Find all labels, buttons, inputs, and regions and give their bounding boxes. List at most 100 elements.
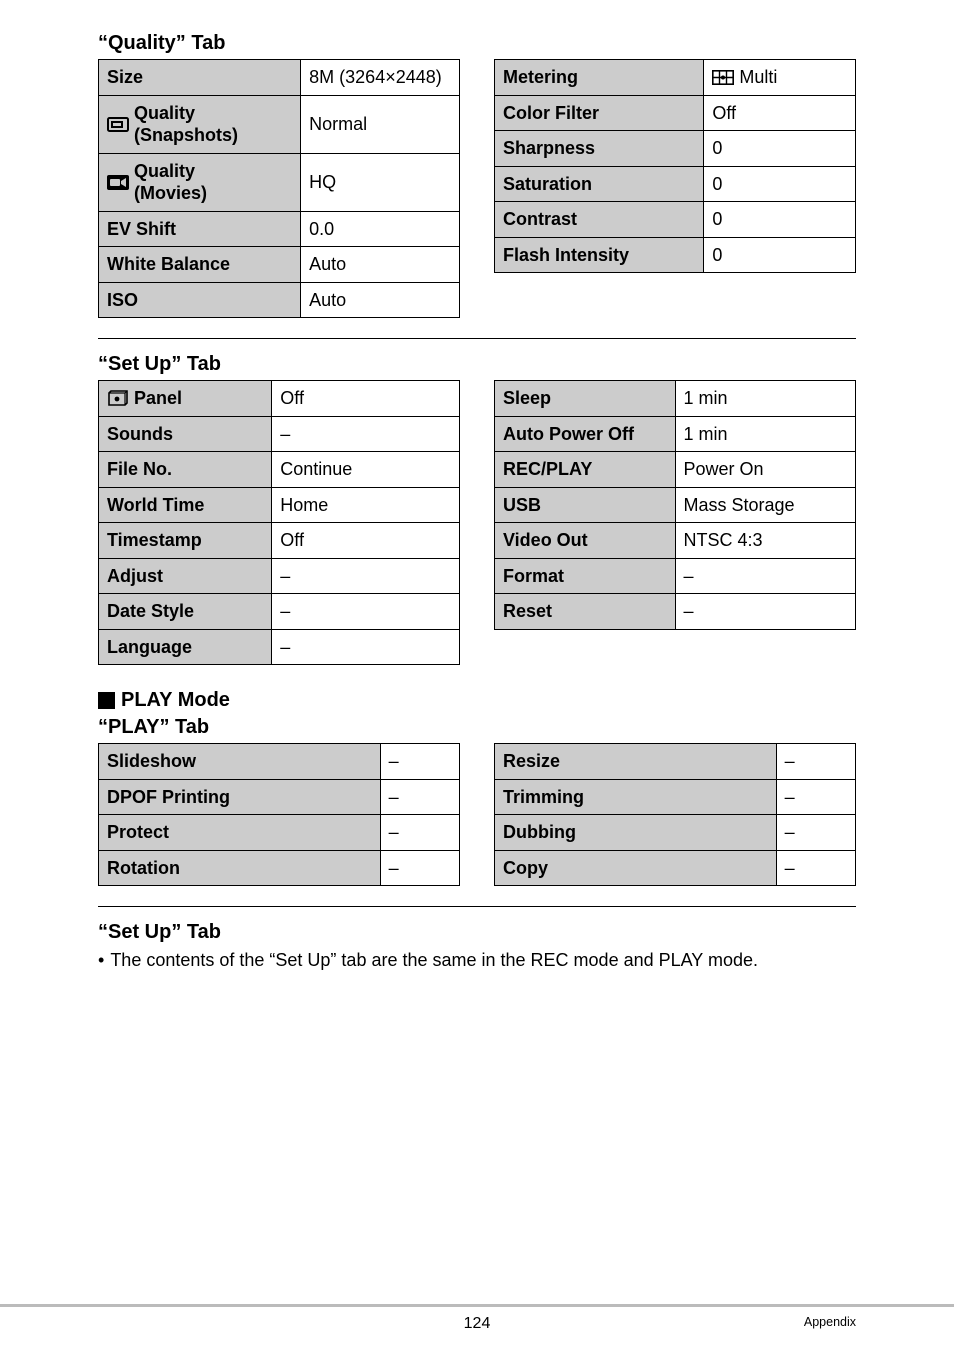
- heading-quality-tab: “Quality” Tab: [98, 32, 856, 55]
- divider: [98, 338, 856, 339]
- heading-setup-tab: “Set Up” Tab: [98, 353, 856, 376]
- cell-label: File No.: [99, 452, 272, 488]
- cell-value: Multi: [704, 60, 856, 96]
- play-tables-row: Slideshow – DPOF Printing – Protect – Ro…: [98, 743, 856, 886]
- cell-label: ISO: [99, 282, 301, 318]
- cell-label: Resize: [495, 744, 777, 780]
- cell-value: 0: [704, 166, 856, 202]
- heading-play-mode-row: PLAY Mode: [98, 689, 856, 712]
- cell-value: Auto: [301, 247, 460, 283]
- movie-icon: [107, 175, 129, 190]
- cell-value: Mass Storage: [675, 487, 856, 523]
- cell-value: –: [675, 594, 856, 630]
- cell-label: Metering: [495, 60, 704, 96]
- cell-value: Continue: [272, 452, 460, 488]
- cell-value: 1 min: [675, 416, 856, 452]
- table-row: Sleep 1 min: [495, 381, 856, 417]
- cell-value: –: [675, 558, 856, 594]
- cell-label: Video Out: [495, 523, 676, 559]
- cell-value: Off: [704, 95, 856, 131]
- cell-label: Sounds: [99, 416, 272, 452]
- table-row: Sharpness 0: [495, 131, 856, 167]
- cell-label: Contrast: [495, 202, 704, 238]
- table-row: Quality (Movies) HQ: [99, 153, 460, 211]
- cell-value: –: [776, 850, 855, 886]
- cell-label: Quality (Snapshots): [99, 95, 301, 153]
- table-row: White Balance Auto: [99, 247, 460, 283]
- cell-value: –: [776, 779, 855, 815]
- table-row: Rotation –: [99, 850, 460, 886]
- cell-label: EV Shift: [99, 211, 301, 247]
- cell-value: 0.0: [301, 211, 460, 247]
- table-row: Reset –: [495, 594, 856, 630]
- table-row: EV Shift 0.0: [99, 211, 460, 247]
- quality-tables-row: Size 8M (3264×2448): [98, 59, 856, 318]
- cell-label: Reset: [495, 594, 676, 630]
- table-row: Sounds –: [99, 416, 460, 452]
- table-quality-right: Metering: [494, 59, 856, 273]
- table-row: Panel Off: [99, 381, 460, 417]
- table-row: Protect –: [99, 815, 460, 851]
- cell-label: Quality (Movies): [99, 153, 301, 211]
- table-row: Slideshow –: [99, 744, 460, 780]
- cell-label: Rotation: [99, 850, 381, 886]
- cell-value: –: [380, 779, 459, 815]
- bullet-square-icon: [98, 692, 115, 709]
- table-row: Format –: [495, 558, 856, 594]
- cell-value: –: [776, 815, 855, 851]
- table-quality-left: Size 8M (3264×2448): [98, 59, 460, 318]
- setup-note: • The contents of the “Set Up” tab are t…: [98, 948, 856, 973]
- cell-value: Off: [272, 523, 460, 559]
- table-play-left: Slideshow – DPOF Printing – Protect – Ro…: [98, 743, 460, 886]
- cell-value: Auto: [301, 282, 460, 318]
- cell-label: Language: [99, 629, 272, 665]
- label-line1: Quality: [134, 161, 195, 181]
- cell-value: Off: [272, 381, 460, 417]
- table-setup-right: Sleep 1 min Auto Power Off 1 min REC/PLA…: [494, 380, 856, 630]
- cell-value: –: [380, 744, 459, 780]
- heading-play-tab: “PLAY” Tab: [98, 716, 856, 739]
- note-text: The contents of the “Set Up” tab are the…: [110, 948, 758, 973]
- table-row: Resize –: [495, 744, 856, 780]
- table-setup-left: Panel Off Sounds – File No. Continue Wor…: [98, 380, 460, 665]
- cell-value: –: [272, 558, 460, 594]
- bullet-dot: •: [98, 948, 104, 973]
- cell-label: Date Style: [99, 594, 272, 630]
- table-row: Trimming –: [495, 779, 856, 815]
- table-row: USB Mass Storage: [495, 487, 856, 523]
- heading-play-mode: PLAY Mode: [121, 689, 230, 712]
- label-line1: Quality: [134, 103, 195, 123]
- heading-setup-tab-2: “Set Up” Tab: [98, 921, 856, 944]
- cell-value: HQ: [301, 153, 460, 211]
- table-row: Copy –: [495, 850, 856, 886]
- cell-label: Slideshow: [99, 744, 381, 780]
- cell-value: 0: [704, 202, 856, 238]
- table-row: ISO Auto: [99, 282, 460, 318]
- table-row: Dubbing –: [495, 815, 856, 851]
- cell-label: Sharpness: [495, 131, 704, 167]
- cell-value: 1 min: [675, 381, 856, 417]
- cell-value: Power On: [675, 452, 856, 488]
- table-row: Contrast 0: [495, 202, 856, 238]
- table-row: Video Out NTSC 4:3: [495, 523, 856, 559]
- cell-label: Color Filter: [495, 95, 704, 131]
- cell-label: DPOF Printing: [99, 779, 381, 815]
- table-row: Saturation 0: [495, 166, 856, 202]
- table-row: File No. Continue: [99, 452, 460, 488]
- table-row: REC/PLAY Power On: [495, 452, 856, 488]
- cell-label: Protect: [99, 815, 381, 851]
- cell-value: 0: [704, 131, 856, 167]
- cell-label: White Balance: [99, 247, 301, 283]
- cell-label: Panel: [99, 381, 272, 417]
- table-row: Adjust –: [99, 558, 460, 594]
- cell-value: –: [776, 744, 855, 780]
- cell-label: REC/PLAY: [495, 452, 676, 488]
- cell-value: Home: [272, 487, 460, 523]
- divider: [98, 906, 856, 907]
- table-row: Size 8M (3264×2448): [99, 60, 460, 96]
- cell-label: Timestamp: [99, 523, 272, 559]
- cell-label: Sleep: [495, 381, 676, 417]
- panel-label-text: Panel: [134, 387, 182, 410]
- table-row: Color Filter Off: [495, 95, 856, 131]
- page-footer: 124 Appendix: [0, 1304, 954, 1335]
